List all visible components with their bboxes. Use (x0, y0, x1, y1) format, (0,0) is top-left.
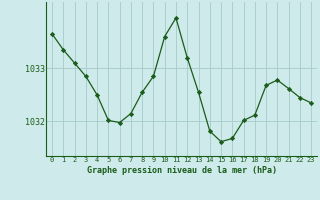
X-axis label: Graphe pression niveau de la mer (hPa): Graphe pression niveau de la mer (hPa) (87, 166, 276, 175)
